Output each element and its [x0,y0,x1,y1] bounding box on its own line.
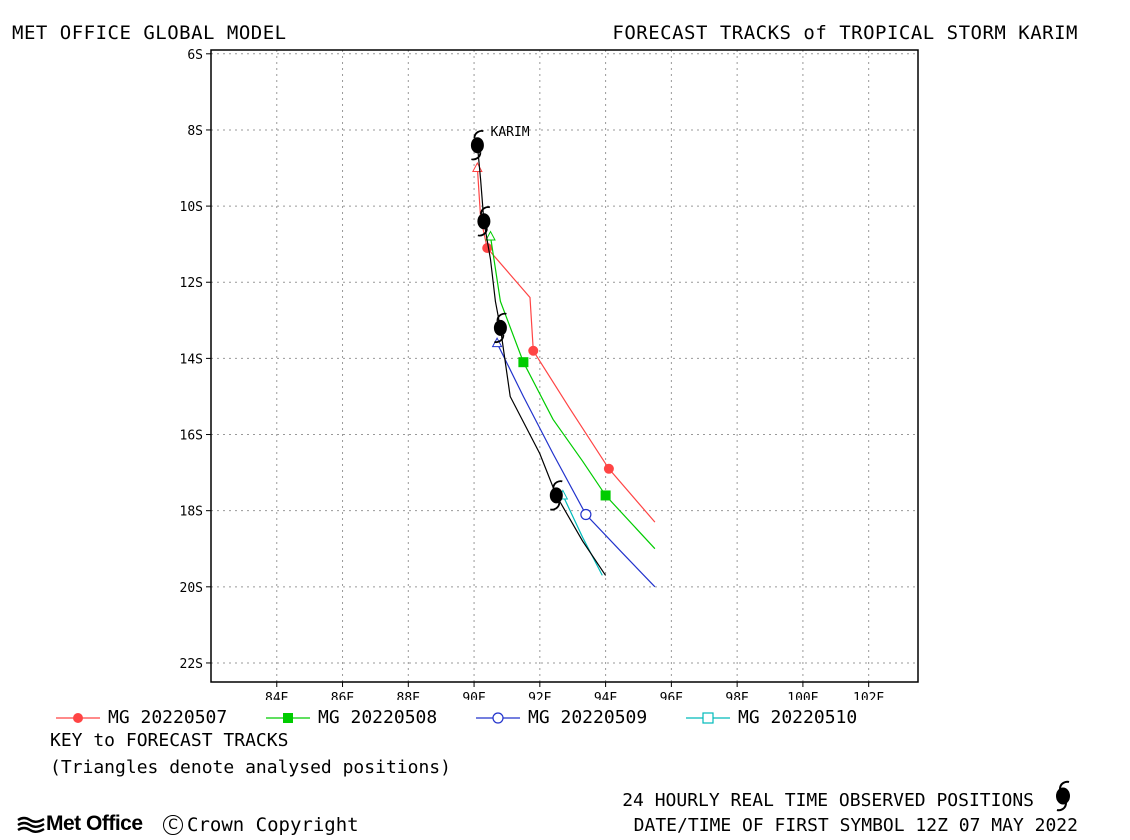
legend-item-20220510: MG 20220510 [686,707,857,728]
legend-item-20220508: MG 20220508 [266,707,437,728]
copyright-icon: C [163,815,183,835]
tropical-storm-icon [470,130,484,161]
series-point [518,357,529,368]
x-tick-label: 92E [528,691,551,700]
storm-icon-body [470,137,484,154]
y-tick-label: 18S [180,505,203,520]
storm-icon-arm [496,312,507,321]
legend-swatch-20220507 [56,712,100,723]
series-layer [472,161,656,588]
legend-label: MG 20220509 [528,707,648,728]
storm-icon-arm [550,502,561,511]
x-tick-label: 84E [265,691,288,700]
tropical-storm-icon [549,480,563,511]
storm-icon-body [549,487,563,504]
storm-label: KARIM [491,125,530,140]
met-office-logo-icon [17,816,45,833]
legend-swatch-20220509 [476,711,520,724]
legend-label: MG 20220507 [108,707,228,728]
key-title: KEY to FORECAST TRACKS [50,730,289,751]
y-tick-label: 16S [180,429,203,444]
copyright-notice: C Crown Copyright [163,814,359,836]
observed-track-layer [470,130,607,576]
storm-icon-arm [473,130,484,139]
x-tick-label: 94E [594,691,617,700]
legend-label: MG 20220510 [738,707,858,728]
storm-icon-arm [552,480,563,489]
header-right-title: FORECAST TRACKS of TROPICAL STORM KARIM [612,22,1078,44]
x-tick-label: 86E [331,691,354,700]
series-line-0 [476,167,656,523]
key-note: (Triangles denote analysed positions) [50,757,451,778]
observed-positions-note: 24 HOURLY REAL TIME OBSERVED POSITIONS [622,790,1034,811]
x-tick-label: 90E [462,691,485,700]
storm-icon-body [493,319,507,336]
x-tick-label: 96E [660,691,683,700]
series-point [580,508,592,521]
storm-icon-arm [494,334,505,344]
legend-item-20220507: MG 20220507 [56,707,227,728]
tropical-storm-icon [477,206,491,237]
forecast-track-chart: 84E 86E 88E 90E 92E 94E 96E 98E 100E 102E 6S 8S 10S 1… [180,48,919,700]
header-left-title: MET OFFICE GLOBAL MODEL [12,22,287,44]
x-tick-label: 88E [397,691,420,700]
x-tick-label: 100E [787,691,818,700]
series-line-1 [489,236,656,550]
first-symbol-datetime: DATE/TIME OF FIRST SYMBOL 12Z 07 MAY 202… [633,815,1078,836]
y-tick-label: 12S [180,276,203,291]
y-tick-label: 8S [187,124,203,139]
storm-icon-arm [477,228,488,237]
tropical-storm-icon [493,312,507,344]
y-tick-label: 6S [187,48,203,63]
x-tick-label: 98E [725,691,748,700]
x-tick-label: 102E [853,691,884,700]
storm-icon-arm [471,152,482,161]
axis-ticks: 84E 86E 88E 90E 92E 94E 96E 98E 100E 102E 6S 8S 10S 1… [180,48,885,700]
series-point [528,345,539,356]
tropical-storm-icon [1056,780,1070,812]
series-point [603,463,614,474]
storm-icon-body [477,213,491,230]
series-line-2 [496,342,656,588]
y-tick-label: 14S [180,352,203,367]
series-point [600,490,611,501]
copyright-text: Crown Copyright [187,814,359,836]
y-tick-label: 10S [180,200,203,215]
legend-item-20220509: MG 20220509 [476,707,647,728]
storm-icon-arm [479,206,491,215]
series-line-3 [562,495,603,576]
grid [211,50,918,682]
analysed-position-triangle [485,230,496,241]
y-tick-label: 22S [180,657,203,672]
legend-swatch-20220508 [266,712,310,723]
legend-label: MG 20220508 [318,707,438,728]
plot-frame [210,49,919,683]
y-tick-label: 20S [180,581,203,596]
series-point [482,242,493,253]
met-office-logo: Met Office [16,812,143,836]
logo-text: Met Office [46,812,143,835]
legend-swatch-20220510 [686,711,730,724]
